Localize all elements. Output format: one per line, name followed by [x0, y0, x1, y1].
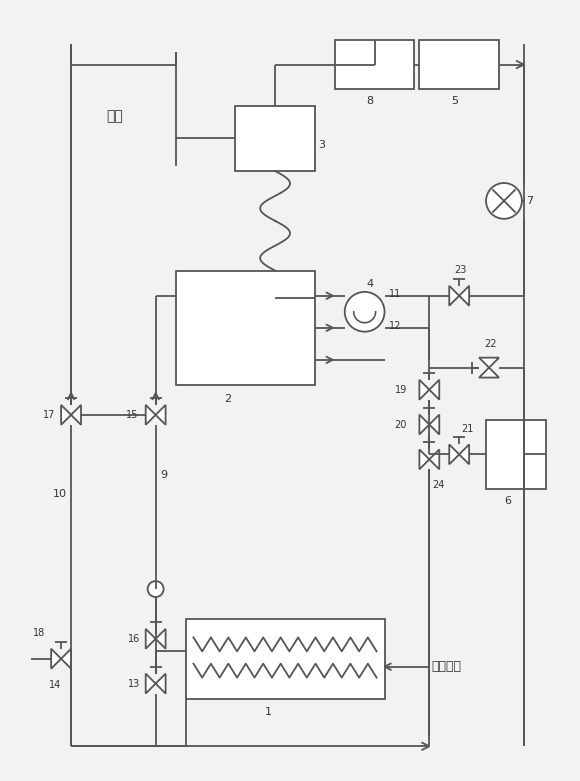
Bar: [235, 106, 315, 171]
Polygon shape: [450, 286, 459, 305]
Polygon shape: [429, 449, 439, 469]
Polygon shape: [459, 286, 469, 305]
Text: 15: 15: [126, 410, 138, 420]
Polygon shape: [419, 449, 429, 469]
Text: 7: 7: [526, 196, 533, 206]
Text: 21: 21: [461, 423, 473, 433]
Polygon shape: [479, 358, 499, 368]
Polygon shape: [419, 380, 429, 400]
Polygon shape: [155, 629, 166, 649]
Text: 18: 18: [33, 628, 45, 638]
Text: 9: 9: [161, 469, 168, 480]
Text: 20: 20: [394, 419, 407, 430]
Text: 16: 16: [128, 634, 140, 644]
Polygon shape: [429, 380, 439, 400]
Text: 11: 11: [389, 289, 401, 299]
Bar: [176, 270, 315, 385]
Text: 3: 3: [318, 140, 325, 150]
Polygon shape: [51, 649, 61, 669]
Text: 6: 6: [504, 496, 511, 506]
Circle shape: [486, 183, 522, 219]
Text: 23: 23: [454, 265, 466, 275]
Text: 锅炉给水: 锅炉给水: [432, 660, 461, 673]
Polygon shape: [71, 405, 81, 425]
Polygon shape: [419, 415, 429, 434]
Polygon shape: [146, 674, 155, 694]
Bar: [486, 419, 546, 489]
Text: 12: 12: [389, 321, 401, 331]
Text: 2: 2: [224, 394, 231, 404]
Polygon shape: [146, 629, 155, 649]
Polygon shape: [146, 405, 155, 425]
Polygon shape: [479, 368, 499, 377]
Text: 14: 14: [49, 679, 61, 690]
Text: 1: 1: [265, 708, 272, 718]
Text: 8: 8: [367, 96, 374, 106]
Bar: [186, 619, 385, 698]
Polygon shape: [61, 405, 71, 425]
Text: 17: 17: [43, 410, 56, 420]
Text: 5: 5: [451, 96, 458, 106]
Bar: [419, 40, 499, 90]
Text: 24: 24: [432, 480, 445, 490]
Polygon shape: [155, 405, 166, 425]
Text: 13: 13: [128, 679, 140, 689]
Text: 22: 22: [484, 339, 496, 349]
Polygon shape: [459, 444, 469, 465]
Bar: [335, 40, 414, 90]
Text: 4: 4: [367, 279, 374, 289]
Circle shape: [345, 292, 385, 332]
Text: 10: 10: [53, 490, 67, 500]
Text: 电网: 电网: [106, 109, 122, 123]
Polygon shape: [61, 649, 71, 669]
Polygon shape: [155, 674, 166, 694]
Text: 19: 19: [394, 385, 407, 394]
Circle shape: [148, 581, 164, 597]
Polygon shape: [429, 415, 439, 434]
Polygon shape: [450, 444, 459, 465]
